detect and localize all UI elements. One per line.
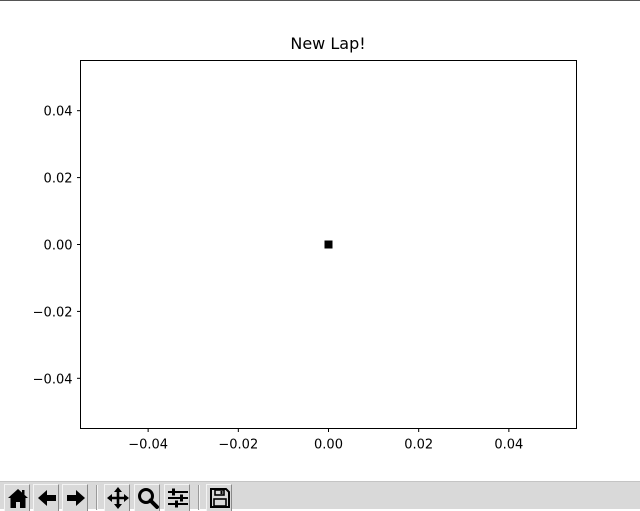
magnifier-icon [138,488,159,509]
zoom-button[interactable] [134,484,160,511]
window-top-border [0,0,640,1]
x-tick-label: 0.04 [494,438,523,453]
y-tick-label: −0.02 [33,305,73,320]
arrow-left-icon [38,490,56,506]
x-tick-label: −0.02 [218,438,258,453]
forward-button[interactable] [62,484,88,511]
y-tick-label: −0.04 [33,372,73,387]
back-button[interactable] [33,484,59,511]
y-tick-label: 0.00 [44,239,73,254]
move-icon [107,487,129,509]
figure-canvas[interactable]: New Lap! −0.04 −0.02 0.00 0.02 0.04 0.04 0.02… [0,1,640,481]
x-tick-label: −0.04 [128,438,168,453]
toolbar-separator [198,485,200,510]
data-point [324,240,333,249]
navigation-toolbar [0,481,640,511]
sliders-icon [168,488,188,508]
arrow-right-icon [67,490,85,506]
x-tick-label: 0.02 [404,438,433,453]
y-tick-label: 0.02 [44,172,73,187]
floppy-disk-icon [210,488,230,508]
home-icon [8,489,28,508]
save-button[interactable] [206,484,232,511]
pan-button[interactable] [104,484,130,511]
toolbar-separator [96,485,98,510]
y-tick-label: 0.04 [44,105,73,120]
configure-subplots-button[interactable] [164,484,190,511]
chart-title: New Lap! [290,34,365,53]
x-tick-label: 0.00 [314,438,343,453]
chart[interactable]: New Lap! −0.04 −0.02 0.00 0.02 0.04 0.04 0.02… [0,1,640,481]
home-button[interactable] [4,484,30,511]
